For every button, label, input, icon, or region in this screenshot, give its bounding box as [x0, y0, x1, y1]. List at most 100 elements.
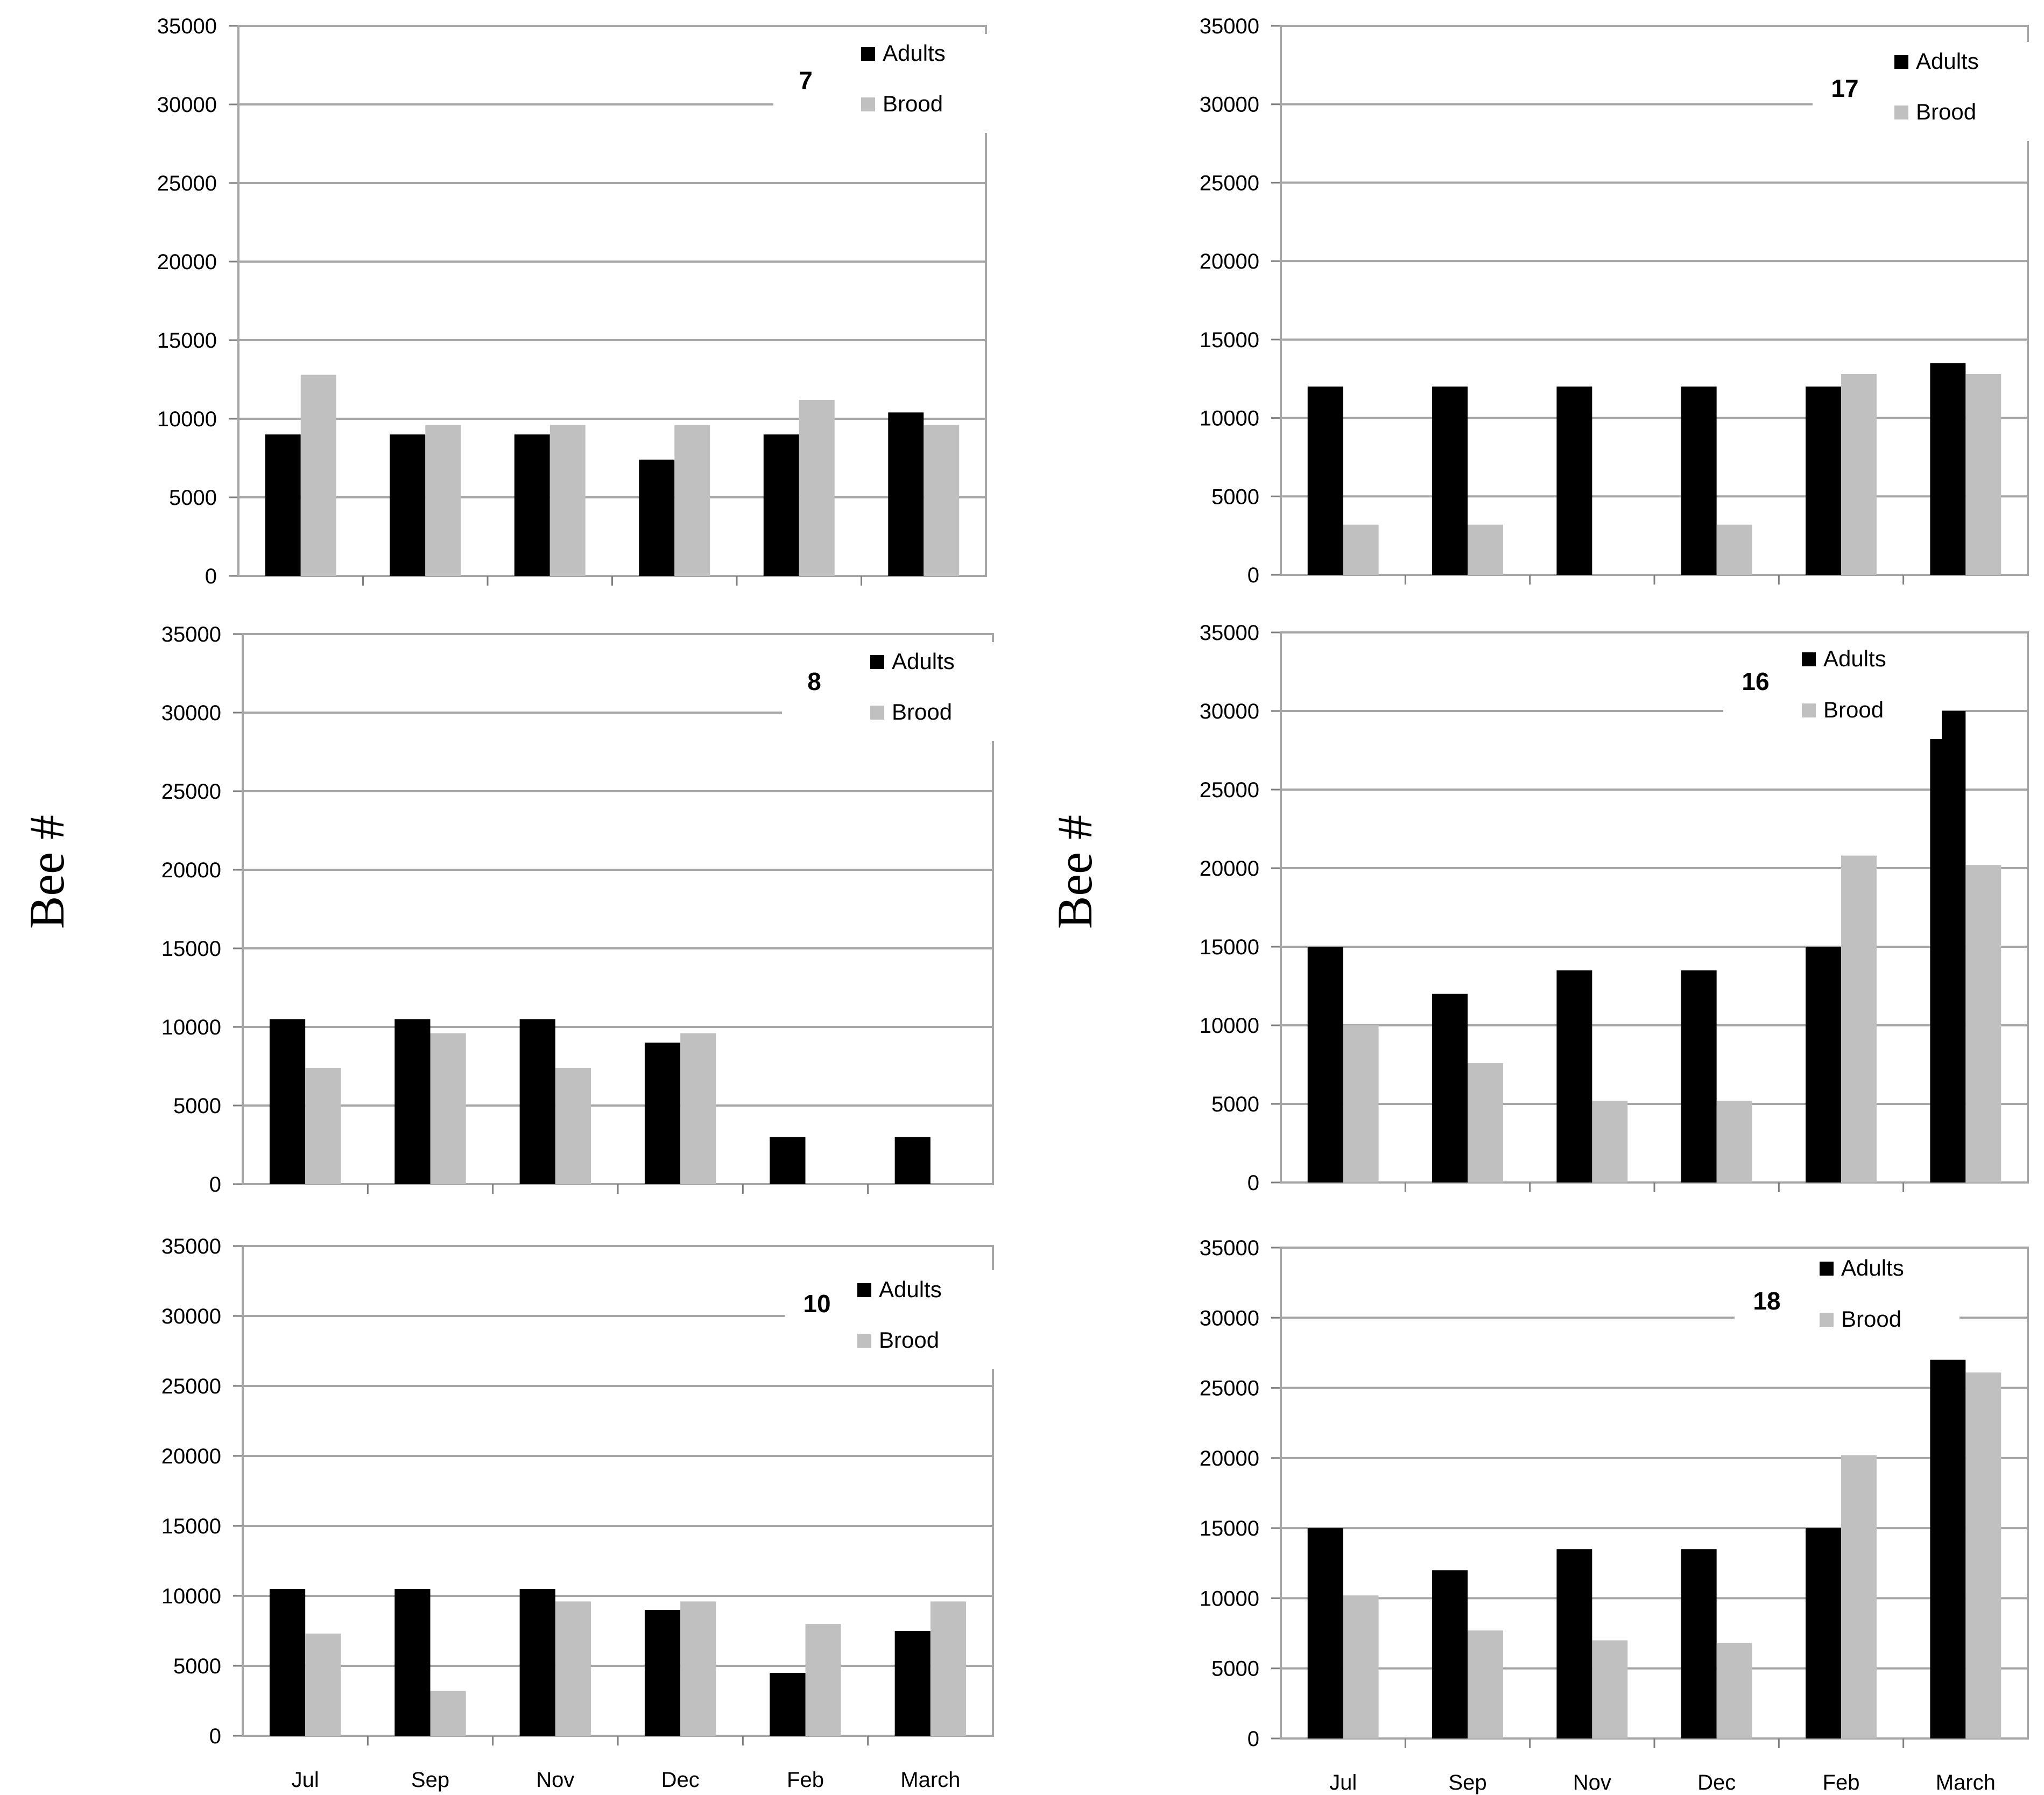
legend-label-brood: Brood	[892, 699, 952, 724]
panel-title: 16	[1742, 667, 1769, 695]
y-tick-label: 35000	[1200, 1236, 1259, 1260]
bar-adults-nov	[519, 1589, 555, 1736]
bar-adults-nov	[514, 434, 550, 576]
bar-brood-sep	[1468, 524, 1503, 575]
legend-background	[773, 34, 1001, 133]
x-tick-label: Jul	[292, 1768, 319, 1792]
y-tick-label: 20000	[157, 250, 217, 274]
bar-brood-sep	[1468, 1063, 1503, 1182]
chart-panel-7: 0 5000 10000 15000 20000 25000 30000 35000 7 Adul…	[157, 15, 1001, 588]
bar-adults-dec	[644, 1610, 681, 1736]
bar-adults-dec	[644, 1043, 681, 1184]
bar-adults-sep	[394, 1589, 431, 1736]
y-tick-label: 20000	[1200, 1447, 1259, 1470]
y-tick-label: 30000	[161, 1305, 221, 1328]
y-tick-label: 15000	[1200, 935, 1259, 959]
panel-title: 18	[1753, 1287, 1780, 1315]
panel-title: 7	[799, 66, 813, 94]
y-tick-label: 35000	[1200, 621, 1259, 645]
y-tick-label: 20000	[1200, 250, 1259, 273]
bar-adults-feb	[770, 1137, 806, 1184]
legend-label-adults: Adults	[879, 1277, 942, 1302]
y-tick-label: 25000	[157, 172, 217, 195]
y-tick-label: 10000	[1200, 1587, 1259, 1610]
bar-brood-march	[1965, 865, 2001, 1182]
x-tick-label: Dec	[661, 1768, 700, 1792]
bar-adults-march	[1930, 1360, 1966, 1738]
legend-swatch-brood	[1802, 703, 1816, 717]
x-tick-label: Dec	[1697, 1771, 1736, 1794]
legend-swatch-adults	[857, 1283, 871, 1297]
legend-swatch-adults	[861, 47, 875, 61]
y-axis-label-right: Bee #	[1047, 815, 1102, 929]
legend-swatch-adults	[1894, 55, 1908, 69]
bar-adults-jul	[269, 1019, 306, 1184]
bar-brood-nov	[1592, 1640, 1628, 1738]
legend-swatch-brood	[1894, 105, 1908, 119]
bar-adults-march	[1930, 363, 1966, 575]
x-tick-label: Sep	[411, 1768, 449, 1792]
legend-background	[782, 642, 1010, 741]
legend-swatch-brood	[857, 1334, 871, 1348]
bar-adults-nov	[519, 1019, 555, 1184]
bar-brood-nov	[549, 425, 586, 576]
y-tick-label: 10000	[157, 407, 217, 431]
legend-swatch-adults	[1802, 652, 1816, 666]
legend-label-adults: Adults	[1823, 646, 1886, 671]
bar-adults-dec	[1681, 1549, 1717, 1738]
bar-adults-march	[1930, 711, 1966, 1182]
y-tick-label: 0	[1247, 1171, 1259, 1195]
y-tick-label: 5000	[1211, 1657, 1259, 1681]
bar-brood-jul	[305, 1634, 341, 1736]
y-tick-label: 10000	[161, 1585, 221, 1608]
y-tick-label: 0	[1247, 1727, 1259, 1751]
bar-adults-jul	[265, 434, 301, 576]
bar-adults-dec	[1681, 970, 1717, 1182]
bar-adults-march	[888, 412, 924, 576]
y-tick-label: 10000	[1200, 1014, 1259, 1038]
x-tick-label: March	[1936, 1771, 1996, 1794]
y-tick-label: 25000	[161, 780, 221, 804]
y-tick-label: 30000	[1200, 1306, 1259, 1330]
bar-adults-sep	[394, 1019, 431, 1184]
bar-brood-dec	[680, 1033, 716, 1184]
bar-adults-feb	[770, 1673, 806, 1736]
y-tick-label: 35000	[157, 15, 217, 38]
legend-swatch-brood	[870, 706, 884, 720]
bar-brood-feb	[805, 1624, 841, 1736]
bar-brood-sep	[425, 425, 461, 576]
bar-adults-feb	[763, 434, 799, 576]
y-tick-label: 0	[209, 1173, 221, 1196]
bar-adults-sep	[1432, 386, 1468, 575]
bar-brood-nov	[555, 1601, 591, 1736]
bar-adults-feb	[1806, 1528, 1841, 1738]
y-tick-label: 10000	[1200, 407, 1259, 431]
legend-label-adults: Adults	[1916, 48, 1979, 74]
legend-label-adults: Adults	[883, 40, 946, 66]
legend-label-brood: Brood	[879, 1327, 939, 1353]
legend-label-brood: Brood	[1823, 697, 1884, 722]
legend-label-adults: Adults	[1841, 1255, 1904, 1280]
bar-brood-march	[1965, 1372, 2001, 1738]
legend-label-brood: Brood	[883, 91, 943, 116]
chart-panel-10: 0 5000 10000 15000 20000 25000 30000 35000 Jul Se…	[161, 1235, 997, 1792]
chart-panel-16: 0 5000 10000 15000 20000 25000 30000 35000 16 Adu…	[1200, 621, 2029, 1195]
y-tick-label: 15000	[161, 937, 221, 961]
y-tick-label: 35000	[161, 623, 221, 646]
chart-panel-17: 0 5000 10000 15000 20000 25000 30000 35000 17 Adu…	[1200, 15, 2034, 587]
bar-adults-jul	[1307, 947, 1343, 1182]
legend-background	[785, 1270, 997, 1369]
bar-adults-feb	[1806, 947, 1841, 1182]
y-tick-label: 5000	[1211, 1093, 1259, 1116]
y-tick-label: 15000	[157, 329, 217, 353]
bar-brood-dec	[1716, 524, 1752, 575]
y-tick-label: 25000	[1200, 171, 1259, 195]
bar-adults-nov	[1556, 970, 1592, 1182]
bar-adults-sep	[1432, 1570, 1468, 1738]
bar-brood-dec	[1716, 1643, 1752, 1738]
y-tick-label: 30000	[157, 93, 217, 117]
y-tick-label: 30000	[1200, 93, 1259, 117]
y-tick-label: 35000	[161, 1235, 221, 1258]
bar-adults-march	[894, 1137, 931, 1184]
